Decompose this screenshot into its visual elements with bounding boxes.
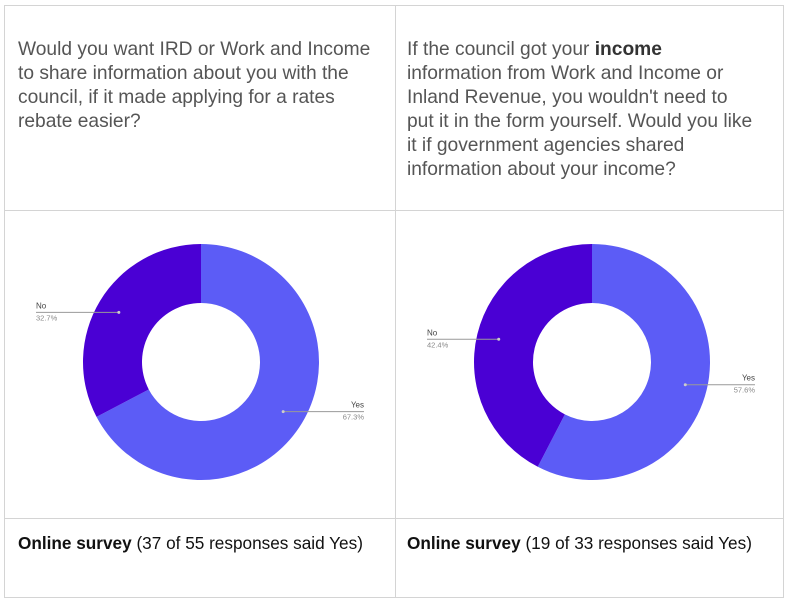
- comparison-table: [4, 5, 784, 598]
- value-label-yes: 57.6%: [734, 386, 756, 395]
- donut-chart-right: Yes 57.6% No 42.4%: [391, 205, 780, 512]
- label-no: No: [36, 301, 47, 310]
- slice-no: [82, 244, 201, 417]
- label-no: No: [427, 328, 438, 337]
- slice-yes: [96, 244, 319, 480]
- footer-left-rest: (37 of 55 responses said Yes): [131, 533, 363, 553]
- question-right: If the council got your income informati…: [407, 38, 757, 182]
- value-label-no: 32.7%: [36, 313, 58, 322]
- column-divider: [395, 6, 396, 597]
- donut-chart-left: Yes 67.3% No 32.7%: [0, 205, 389, 512]
- row-divider-top: [5, 210, 783, 211]
- question-right-bold: income: [594, 39, 662, 60]
- donut-chart-right-svg: Yes 57.6% No 42.4%: [427, 244, 756, 480]
- slice-no: [473, 244, 592, 467]
- slice-yes: [537, 244, 710, 480]
- leader-dot-no: [117, 310, 121, 314]
- value-label-no: 42.4%: [427, 340, 449, 349]
- question-left-text: Would you want IRD or Work and Income to…: [18, 39, 371, 132]
- label-yes: Yes: [351, 401, 364, 410]
- question-right-after: information from Work and Income or Inla…: [407, 63, 753, 180]
- label-yes: Yes: [742, 374, 755, 383]
- leader-dot-no: [497, 337, 501, 341]
- donut-chart-left-svg: Yes 67.3% No 32.7%: [36, 244, 365, 480]
- leader-dot-yes: [683, 383, 687, 387]
- footer-left-bold: Online survey: [18, 533, 132, 553]
- footer-right: Online survey (19 of 33 responses said Y…: [407, 532, 762, 555]
- value-label-yes: 67.3%: [343, 413, 365, 422]
- row-divider-bottom: [5, 518, 783, 519]
- footer-right-rest: (19 of 33 responses said Yes): [520, 533, 752, 553]
- leader-dot-yes: [281, 410, 285, 414]
- question-left: Would you want IRD or Work and Income to…: [18, 38, 380, 134]
- footer-right-bold: Online survey: [407, 533, 521, 553]
- footer-left: Online survey (37 of 55 responses said Y…: [18, 532, 373, 555]
- question-right-before: If the council got your: [407, 39, 595, 60]
